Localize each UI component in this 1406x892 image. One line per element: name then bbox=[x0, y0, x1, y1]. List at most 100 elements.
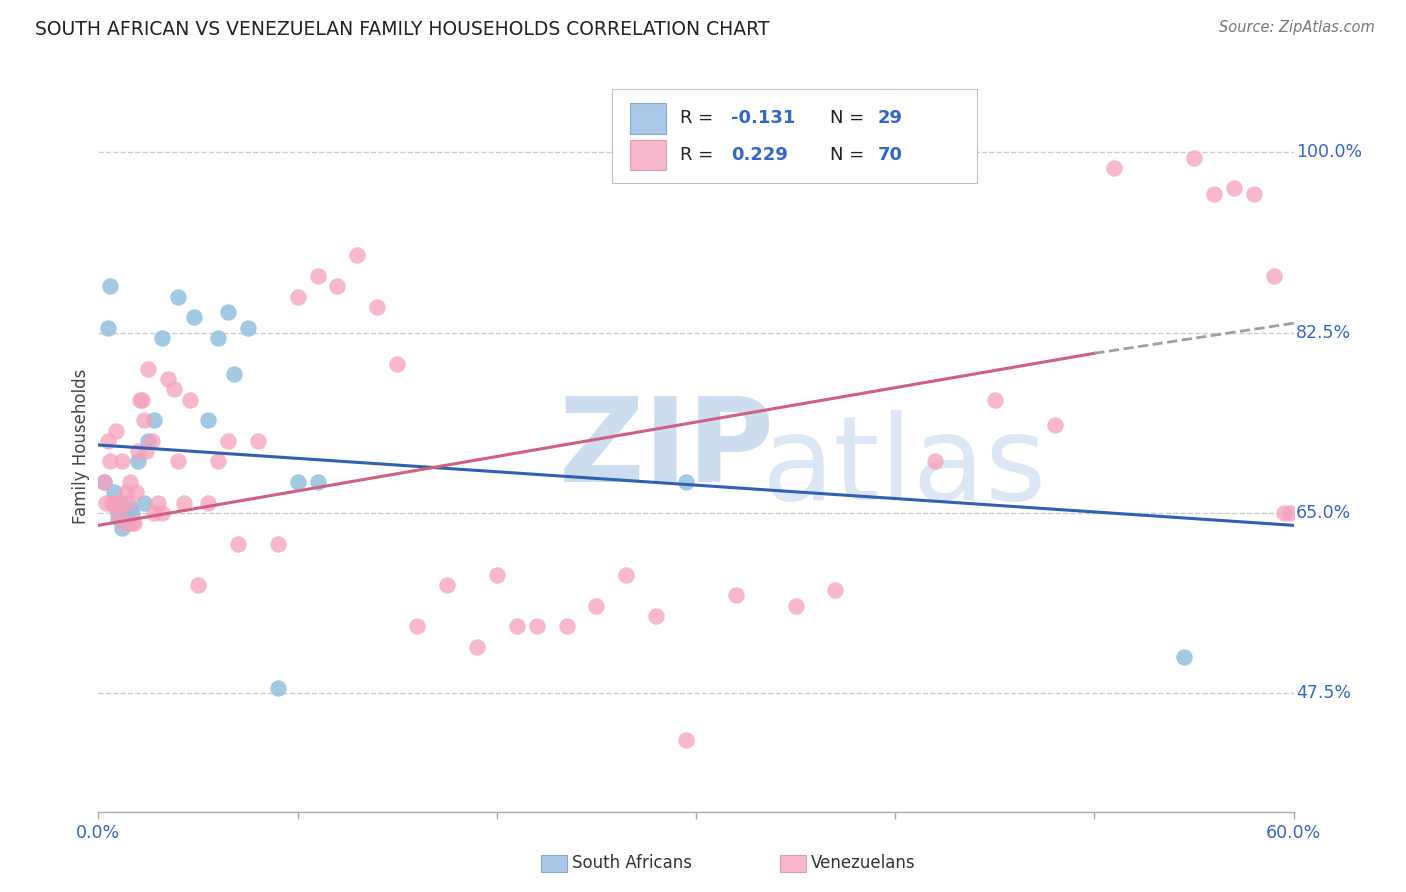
Point bbox=[120, 500, 142, 515]
Point bbox=[96, 496, 118, 510]
Point bbox=[645, 609, 668, 624]
Bar bbox=[630, 139, 666, 170]
Point bbox=[207, 331, 229, 345]
Point bbox=[105, 500, 128, 515]
Point bbox=[824, 583, 846, 598]
Text: N =: N = bbox=[830, 110, 870, 128]
Point bbox=[984, 392, 1007, 407]
Point bbox=[236, 320, 259, 334]
Text: Source: ZipAtlas.com: Source: ZipAtlas.com bbox=[1219, 20, 1375, 35]
Point bbox=[183, 310, 205, 325]
Point bbox=[1263, 268, 1285, 283]
Point bbox=[120, 475, 142, 489]
Point bbox=[287, 475, 309, 489]
Point bbox=[614, 567, 637, 582]
Text: 60.0%: 60.0% bbox=[1265, 824, 1322, 842]
Point bbox=[436, 578, 458, 592]
Point bbox=[101, 496, 124, 510]
Point bbox=[112, 516, 135, 531]
Point bbox=[485, 567, 508, 582]
Point bbox=[465, 640, 488, 654]
Bar bbox=[630, 103, 666, 134]
Point bbox=[117, 496, 139, 510]
Text: 70: 70 bbox=[877, 146, 903, 164]
Point bbox=[267, 681, 290, 695]
Point bbox=[173, 496, 195, 510]
Point bbox=[117, 516, 139, 531]
Point bbox=[112, 506, 135, 520]
Point bbox=[187, 578, 209, 592]
Point bbox=[555, 619, 578, 633]
Point bbox=[107, 511, 129, 525]
Point bbox=[131, 392, 153, 407]
Point bbox=[143, 413, 166, 427]
Point bbox=[103, 496, 125, 510]
Point bbox=[103, 485, 125, 500]
Point bbox=[135, 444, 157, 458]
Text: 100.0%: 100.0% bbox=[1296, 144, 1362, 161]
Point bbox=[107, 506, 129, 520]
Point bbox=[105, 424, 128, 438]
Point bbox=[136, 434, 159, 448]
Point bbox=[98, 279, 122, 293]
Text: 29: 29 bbox=[877, 110, 903, 128]
Text: 0.0%: 0.0% bbox=[76, 824, 121, 842]
Point bbox=[1202, 186, 1225, 201]
Point bbox=[197, 496, 219, 510]
Text: ZIP: ZIP bbox=[558, 392, 775, 508]
Point bbox=[217, 434, 239, 448]
Point bbox=[785, 599, 807, 613]
Point bbox=[246, 434, 269, 448]
Point bbox=[1243, 186, 1265, 201]
Text: SOUTH AFRICAN VS VENEZUELAN FAMILY HOUSEHOLDS CORRELATION CHART: SOUTH AFRICAN VS VENEZUELAN FAMILY HOUSE… bbox=[35, 20, 769, 38]
Point bbox=[222, 367, 245, 381]
Text: 65.0%: 65.0% bbox=[1296, 504, 1351, 522]
Point bbox=[1173, 650, 1195, 665]
Point bbox=[179, 392, 201, 407]
Point bbox=[197, 413, 219, 427]
Point bbox=[724, 588, 747, 602]
Text: 82.5%: 82.5% bbox=[1296, 324, 1351, 342]
Text: atlas: atlas bbox=[762, 410, 1047, 525]
Point bbox=[143, 506, 166, 520]
Point bbox=[924, 454, 946, 468]
Point bbox=[385, 357, 409, 371]
Point bbox=[167, 290, 190, 304]
Point bbox=[526, 619, 548, 633]
Point bbox=[157, 372, 180, 386]
Point bbox=[346, 248, 368, 262]
Point bbox=[585, 599, 607, 613]
Point bbox=[406, 619, 429, 633]
Point bbox=[110, 496, 132, 510]
Text: N =: N = bbox=[830, 146, 870, 164]
Point bbox=[115, 485, 138, 500]
Point bbox=[97, 320, 120, 334]
Point bbox=[121, 516, 143, 531]
Point bbox=[136, 361, 159, 376]
Point bbox=[110, 496, 132, 510]
Point bbox=[1223, 181, 1246, 195]
Point bbox=[1272, 506, 1295, 520]
Text: -0.131: -0.131 bbox=[731, 110, 794, 128]
Point bbox=[141, 434, 163, 448]
Text: 0.229: 0.229 bbox=[731, 146, 787, 164]
Point bbox=[287, 290, 309, 304]
Point bbox=[226, 537, 249, 551]
Point bbox=[675, 732, 697, 747]
Point bbox=[1043, 418, 1066, 433]
Point bbox=[129, 392, 152, 407]
Point bbox=[127, 444, 149, 458]
Text: South Africans: South Africans bbox=[572, 855, 692, 872]
Point bbox=[121, 506, 143, 520]
Point bbox=[124, 516, 146, 531]
Point bbox=[307, 475, 329, 489]
Point bbox=[150, 506, 173, 520]
Point bbox=[267, 537, 290, 551]
Point bbox=[111, 454, 134, 468]
Point bbox=[134, 413, 156, 427]
Point bbox=[163, 382, 186, 396]
Text: R =: R = bbox=[681, 146, 720, 164]
Point bbox=[167, 454, 190, 468]
Point bbox=[98, 454, 122, 468]
Point bbox=[1278, 506, 1301, 520]
